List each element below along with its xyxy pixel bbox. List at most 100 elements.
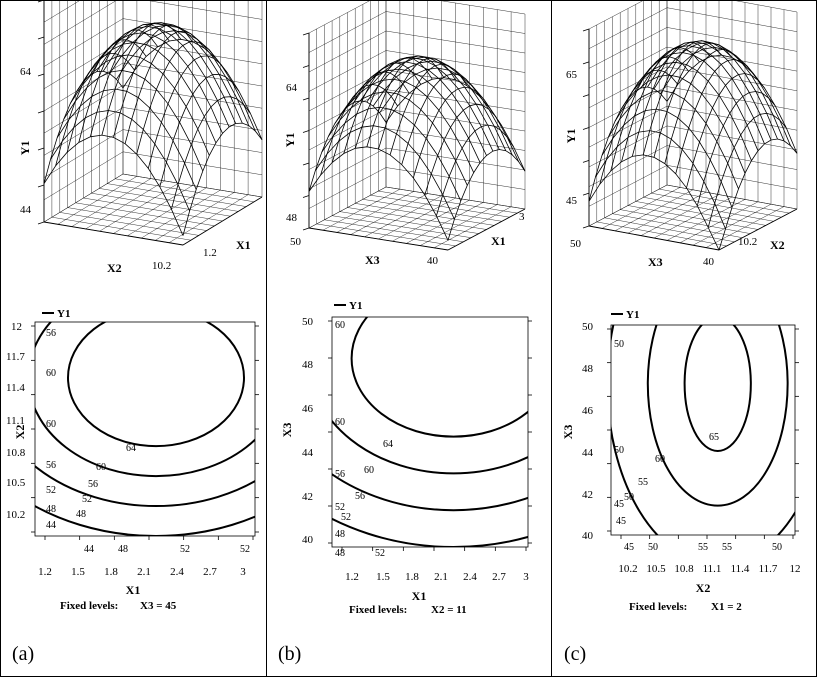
- surface-mesh-line: [653, 42, 785, 142]
- surface-ztick-mark: [37, 0, 45, 3]
- wall-grid-line: [588, 86, 668, 128]
- contour-ytick: 11.4: [6, 382, 25, 394]
- contour-frame: [34, 321, 256, 537]
- contour-xtick: 10.8: [674, 563, 694, 575]
- surface-xaxis-label: X2: [107, 261, 122, 275]
- surface-ztick: 45: [566, 195, 578, 207]
- contour-yticks: 50 48 46 44 42 40: [582, 321, 594, 542]
- surface-mesh-line: [136, 41, 217, 155]
- wall-grid-line: [385, 11, 526, 34]
- wall-grid-line: [588, 46, 668, 89]
- floor-grid-line: [155, 192, 235, 241]
- contour-level-label: 60: [364, 465, 374, 476]
- surface-xaxis-tick: 50: [290, 236, 302, 248]
- surface-ztick-mark: [37, 221, 45, 225]
- surface-ztick-mark: [37, 184, 45, 188]
- contour-xtick: 3: [240, 566, 246, 578]
- floor-grid-line: [651, 193, 782, 218]
- contour-ylabel: X3: [561, 425, 575, 440]
- wall-grid-line: [308, 50, 387, 92]
- fixed-level-value: X1 = 2: [711, 601, 742, 613]
- surface-mesh-line: [76, 41, 217, 144]
- wall-grid-line: [308, 11, 387, 53]
- surface-mesh-line: [601, 108, 733, 208]
- surface-mesh-line: [588, 154, 720, 251]
- contour-xtick: 10.5: [646, 563, 666, 575]
- contour-yticks: 12 11.7 11.4 11.1 10.8 10.5 10.2: [6, 321, 26, 521]
- floor-grid-line: [83, 197, 223, 222]
- contour-xtick: 10.2: [618, 563, 637, 575]
- contour-level-label: 50: [614, 339, 624, 350]
- surface-mesh-line: [321, 106, 462, 202]
- surface-ztick-mark: [37, 147, 45, 151]
- wall-grid-line: [385, 30, 526, 54]
- surface-ztick-mark: [582, 192, 590, 196]
- contour-level-label: 56: [355, 491, 365, 502]
- contour-level-labels: 50 65 50 60 55 50 45 45 45 50 55 55 50: [614, 339, 782, 553]
- contour-ytick: 44: [302, 447, 314, 459]
- contour-level-label: 65: [709, 432, 719, 443]
- floor-grid-line: [659, 188, 790, 214]
- contour-level-label: 60: [96, 462, 106, 473]
- surface-mesh-line: [608, 90, 739, 190]
- floor-grid-line: [362, 199, 502, 222]
- contour-xtick: 11.1: [703, 563, 722, 575]
- surface-ztick-mark: [302, 227, 310, 231]
- wall-grid-line: [308, 0, 372, 34]
- contour-level-label: 64: [126, 443, 136, 454]
- contour-level-line: [683, 325, 752, 452]
- surface-mesh-line: [340, 68, 481, 163]
- contour-ytick: 11.1: [6, 415, 25, 427]
- contour-ytick: 10.8: [6, 447, 26, 459]
- surface-mesh-line: [122, 38, 263, 140]
- contour-level-label: 52: [46, 485, 56, 496]
- surface-axis: [182, 196, 263, 246]
- contour-xtick: 1.5: [71, 566, 85, 578]
- wall-grid-line: [43, 40, 124, 89]
- surface-ztick-mark: [582, 127, 590, 130]
- contour-ytick: 12: [11, 321, 22, 333]
- contour-ylabel: X3: [280, 423, 294, 438]
- wall-grid-line: [43, 0, 118, 45]
- panel-b: Y1 64 48 X3 50 40 X1 3 Y1 50 48 46 44 42…: [179, 0, 728, 665]
- contour-level-label: 50: [614, 445, 624, 456]
- panel-divider: [266, 0, 267, 677]
- contour-lines: [35, 322, 255, 536]
- surface-mesh-line: [83, 32, 223, 134]
- contour-level-line: [350, 317, 528, 438]
- contour-level-line: [179, 133, 728, 584]
- surface-axis: [447, 208, 526, 251]
- surface-mesh-line: [327, 91, 468, 186]
- surface-ztick-mark: [37, 36, 45, 40]
- contour-ytick: 48: [582, 363, 594, 375]
- surface-mesh-line: [627, 52, 759, 151]
- contour-level-line: [646, 325, 789, 507]
- surface-ztick-mark: [302, 162, 310, 166]
- surface-mesh-line: [595, 130, 726, 230]
- surface-ztick-mark: [37, 110, 45, 114]
- contour-ytick: 10.2: [6, 509, 25, 521]
- surface-mesh-line: [366, 56, 507, 151]
- surface-yaxis-label: X2: [770, 238, 785, 252]
- contour-xtick: 1.2: [38, 566, 52, 578]
- contour-xtick: 11.4: [731, 563, 750, 575]
- contour-level-labels: 60 60 64 56 60 52 56 48 52 48 52: [335, 320, 393, 559]
- contour-lines: [179, 133, 728, 584]
- surface-ztick-mark: [37, 73, 45, 77]
- contour-level-label: 56: [46, 460, 56, 471]
- panel-c: Y1 65 45 X3 50 40 X2 10.2 Y1 50 48 46 44…: [561, 0, 801, 665]
- surface-ztick-mark: [302, 195, 310, 198]
- contour-ytick: 48: [302, 359, 314, 371]
- contour-level-label: 45: [616, 516, 626, 527]
- contour-plot-b: [179, 133, 728, 584]
- surface-mesh-line: [424, 103, 503, 196]
- contour-ytick: 42: [302, 491, 313, 503]
- floor-grid-line: [355, 203, 495, 226]
- surface-xaxis-tick: 40: [427, 255, 439, 267]
- contour-level-line: [67, 322, 245, 448]
- contour-level-label: 64: [383, 439, 393, 450]
- contour-level-label: 60: [335, 417, 345, 428]
- surface-yaxis-tick: 1.2: [203, 247, 217, 259]
- contour-level-line: [332, 473, 528, 512]
- floor-grid-line: [666, 199, 746, 241]
